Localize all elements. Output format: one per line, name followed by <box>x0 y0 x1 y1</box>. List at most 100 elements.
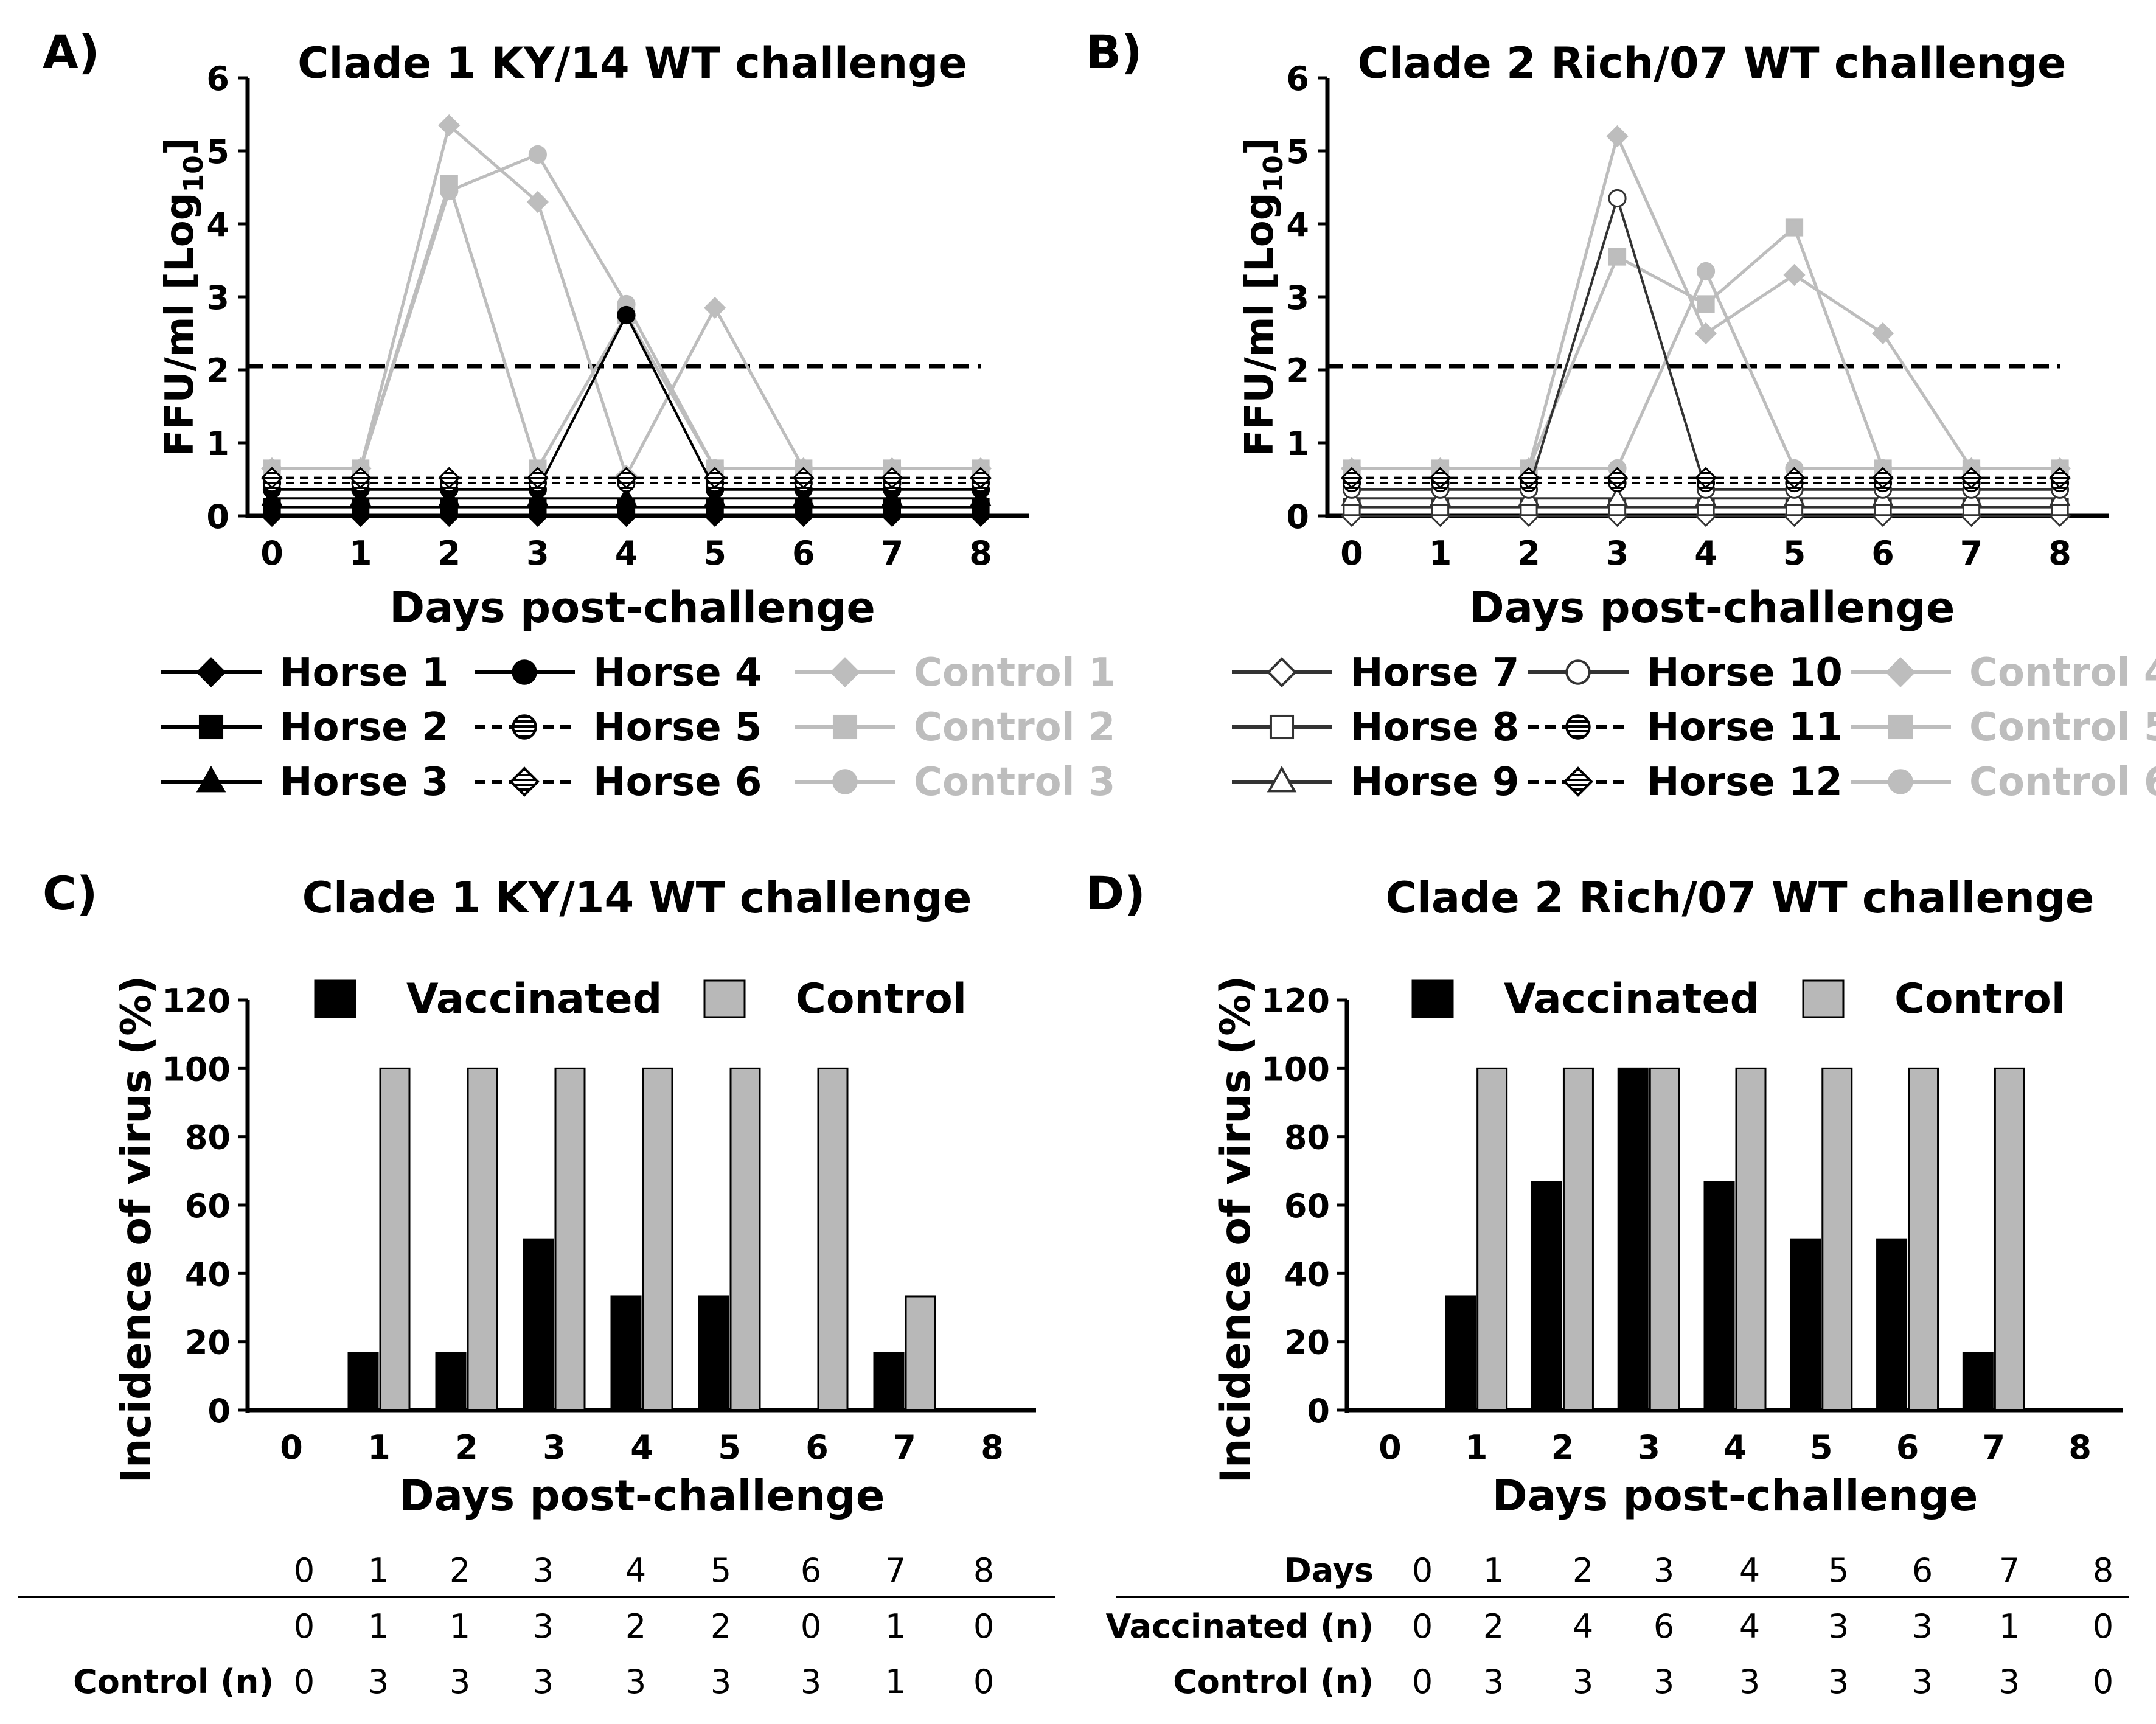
data-point <box>1340 467 1363 489</box>
chart-d-y-tick-label: 0 <box>1307 1392 1330 1430</box>
chart-d-y-tick-label: 100 <box>1261 1050 1330 1088</box>
chart-d-title: Clade 2 Rich/07 WT challenge <box>1386 873 2095 923</box>
chart-c-x-tick-label: 1 <box>367 1428 391 1467</box>
legend-item: Horse 12 <box>1528 760 1843 805</box>
table-cell: 3 <box>1828 1663 1849 1701</box>
table-cell: 1 <box>885 1663 906 1701</box>
table-row-label: Control (n) <box>73 1663 274 1701</box>
chart-c-y-tick-label: 120 <box>162 982 231 1020</box>
bar-control <box>1476 1067 1508 1411</box>
chart-a-x-tick-label: 2 <box>437 534 461 572</box>
bar-vaccinated <box>347 1352 379 1411</box>
bar-vaccinated <box>1703 1181 1735 1411</box>
chart-b-title: Clade 2 Rich/07 WT challenge <box>1358 38 2067 88</box>
legend-marker <box>832 769 858 794</box>
legend-label: Horse 8 <box>1351 705 1519 750</box>
legend-item: Control 3 <box>795 760 1115 805</box>
legend-marker <box>512 714 537 740</box>
table-cell: 0 <box>1412 1663 1433 1701</box>
legend-marker <box>1888 714 1913 740</box>
chart-c-x-tick-label: 4 <box>630 1428 653 1467</box>
chart-a-y-tick-label: 2 <box>206 352 229 390</box>
legend-label: Control <box>796 975 967 1023</box>
chart-a-x-tick-label: 0 <box>260 534 283 572</box>
legend-marker <box>196 657 226 687</box>
legend-marker <box>198 714 224 740</box>
chart-c-y-axis-label: Incidence of virus (%) <box>113 976 161 1484</box>
legend-label: Control 4 <box>1969 650 2156 695</box>
data-point <box>438 467 461 489</box>
chart-a-y-axis-label: FFU/ml [Log10] <box>158 137 209 456</box>
chart-c-x-axis-label: Days post-challenge <box>399 1471 885 1521</box>
chart-d-x-tick-label: 2 <box>1551 1428 1574 1467</box>
table-cell: 3 <box>1912 1663 1933 1701</box>
table-cell: 0 <box>973 1607 994 1646</box>
legend-marker <box>1563 766 1593 797</box>
legend-marker <box>1267 657 1297 687</box>
bar-vaccinated <box>1790 1238 1821 1411</box>
legend-label: Horse 3 <box>280 760 448 805</box>
chart-b-x-axis-label: Days post-challenge <box>1469 583 1955 633</box>
series-horse-12 <box>1340 467 2071 489</box>
bar-control <box>467 1067 498 1411</box>
bar-vaccinated <box>1445 1295 1476 1411</box>
data-point <box>881 467 903 489</box>
legend-item: Horse 1 <box>161 650 448 695</box>
chart-c-x-tick-label: 5 <box>718 1428 741 1467</box>
data-point <box>440 181 459 201</box>
table-day: 3 <box>1654 1551 1674 1590</box>
chart-c-y-tick-label: 60 <box>185 1187 231 1225</box>
legend-item: Horse 2 <box>161 705 448 750</box>
data-point <box>1696 262 1716 281</box>
chart-b-x-tick-label: 3 <box>1606 534 1629 572</box>
bar-control <box>729 1067 761 1411</box>
panel-letter-a: A) <box>43 25 100 79</box>
bar-control <box>1994 1067 2025 1411</box>
table-day: 8 <box>2093 1551 2113 1590</box>
panel-a-line-chart: Clade 1 KY/14 WT challenge 0 1 2 3 4 5 6 0 1 2 3 4 5 6… <box>158 38 1115 805</box>
data-point <box>1608 189 1627 208</box>
table-day: 4 <box>1739 1551 1760 1590</box>
legend-item: Control <box>1802 975 2065 1023</box>
chart-d-y-tick-label: 80 <box>1284 1119 1330 1157</box>
chart-a-x-tick-label: 8 <box>969 534 992 572</box>
table-cell: 3 <box>533 1663 554 1701</box>
panel-c-bar-chart: Clade 1 KY/14 WT challenge Vaccinated Cont… <box>18 873 1055 1701</box>
table-cell: 3 <box>625 1663 646 1701</box>
legend-label: Control 6 <box>1969 760 2156 805</box>
chart-a-y-tick-label: 1 <box>206 425 229 463</box>
chart-a-x-axis-label: Days post-challenge <box>389 583 875 633</box>
data-point <box>1429 467 1452 489</box>
table-day: 6 <box>1912 1551 1933 1590</box>
table-cell: 3 <box>533 1607 554 1646</box>
bar-control <box>554 1067 586 1411</box>
chart-b-x-tick-label: 1 <box>1429 534 1452 572</box>
table-cell: 3 <box>1912 1607 1933 1646</box>
chart-c-x-tick-label: 8 <box>981 1428 1004 1467</box>
legend-label: Control <box>1894 975 2065 1023</box>
chart-b-y-axis-label: FFU/ml [Log10] <box>1237 137 1289 456</box>
panel-letter-d: D) <box>1086 866 1146 920</box>
data-point <box>526 467 549 489</box>
legend-item: Horse 10 <box>1528 650 1843 695</box>
table-cell: 3 <box>1573 1663 1593 1701</box>
bar-control <box>379 1067 411 1411</box>
chart-c-x-tick-label: 3 <box>543 1428 566 1467</box>
series-horse-6 <box>260 467 992 489</box>
chart-a-x-tick-label: 5 <box>703 534 726 572</box>
chart-b-x-tick-label: 5 <box>1783 534 1806 572</box>
table-day: 1 <box>368 1551 389 1590</box>
series-control-6 <box>1342 262 2070 478</box>
chart-d-x-axis-label: Days post-challenge <box>1492 1471 1978 1521</box>
chart-b-y-tick-label: 2 <box>1286 352 1309 390</box>
data-point <box>1606 467 1629 489</box>
data-point <box>1697 295 1715 313</box>
table-cell: 2 <box>711 1607 731 1646</box>
chart-d-y-tick-label: 60 <box>1284 1187 1330 1225</box>
legend-marker <box>1267 765 1297 793</box>
legend-item: Horse 3 <box>161 760 448 805</box>
chart-c-x-tick-label: 6 <box>805 1428 829 1467</box>
legend-label: Horse 2 <box>280 705 448 750</box>
chart-d-x-tick-label: 8 <box>2068 1428 2092 1467</box>
panel-b-line-chart: Clade 2 Rich/07 WT challenge 0 1 2 3 4 5 6 0 1 2 3 4… <box>1232 38 2156 805</box>
